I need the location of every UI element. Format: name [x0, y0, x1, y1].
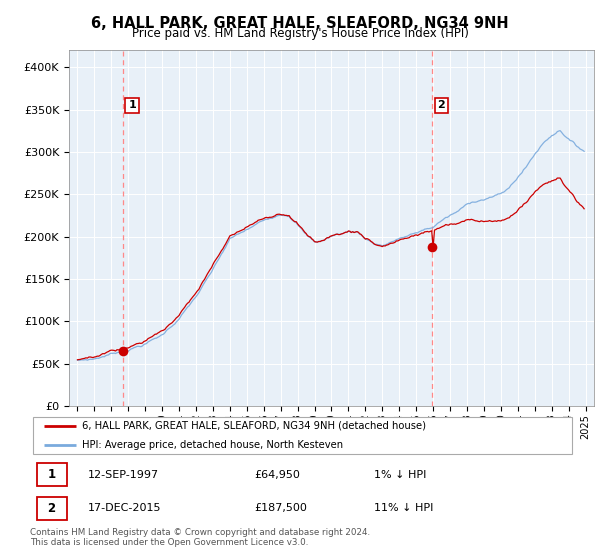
Text: 17-DEC-2015: 17-DEC-2015	[88, 503, 161, 513]
Text: 6, HALL PARK, GREAT HALE, SLEAFORD, NG34 9NH: 6, HALL PARK, GREAT HALE, SLEAFORD, NG34…	[91, 16, 509, 31]
FancyBboxPatch shape	[37, 463, 67, 486]
Text: 6, HALL PARK, GREAT HALE, SLEAFORD, NG34 9NH (detached house): 6, HALL PARK, GREAT HALE, SLEAFORD, NG34…	[82, 421, 426, 431]
Text: 2: 2	[437, 100, 445, 110]
Text: 1% ↓ HPI: 1% ↓ HPI	[374, 470, 427, 480]
Text: Contains HM Land Registry data © Crown copyright and database right 2024.
This d: Contains HM Land Registry data © Crown c…	[30, 528, 370, 547]
Text: HPI: Average price, detached house, North Kesteven: HPI: Average price, detached house, Nort…	[82, 440, 343, 450]
Text: 2: 2	[47, 502, 56, 515]
Text: £187,500: £187,500	[254, 503, 307, 513]
Text: 1: 1	[128, 100, 136, 110]
Text: £64,950: £64,950	[254, 470, 300, 480]
Text: 11% ↓ HPI: 11% ↓ HPI	[374, 503, 433, 513]
FancyBboxPatch shape	[33, 417, 572, 454]
FancyBboxPatch shape	[37, 497, 67, 520]
Text: Price paid vs. HM Land Registry's House Price Index (HPI): Price paid vs. HM Land Registry's House …	[131, 27, 469, 40]
Text: 1: 1	[47, 468, 56, 481]
Text: 12-SEP-1997: 12-SEP-1997	[88, 470, 158, 480]
